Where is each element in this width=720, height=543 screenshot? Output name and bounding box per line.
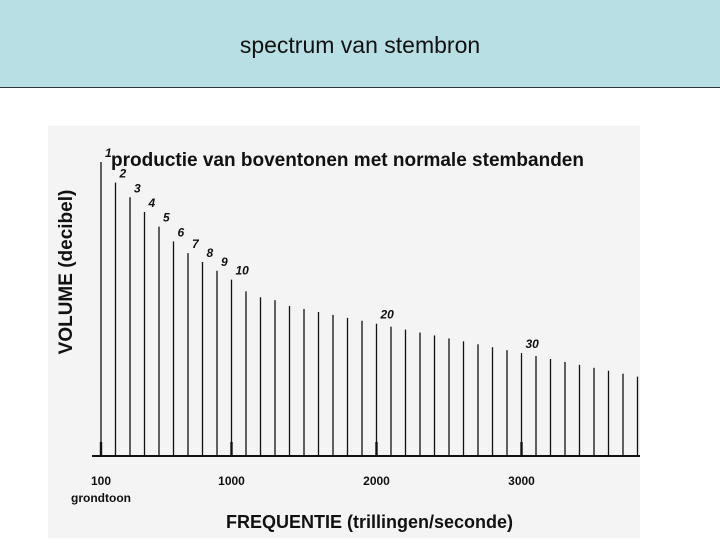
harmonic-number-label: 20 bbox=[380, 308, 395, 322]
harmonic-number-label: 3 bbox=[134, 181, 141, 195]
x-tick-label: 1000 bbox=[218, 474, 245, 488]
x-tick-label: 100 bbox=[91, 474, 111, 488]
harmonic-number-label: 4 bbox=[148, 196, 156, 210]
harmonic-number-label: 5 bbox=[163, 211, 170, 225]
harmonic-number-label: 1 bbox=[105, 146, 112, 160]
harmonic-number-label: 7 bbox=[192, 237, 200, 251]
harmonic-number-label: 30 bbox=[526, 337, 540, 351]
harmonic-number-label: 8 bbox=[207, 246, 214, 260]
x-tick-sublabel: grondtoon bbox=[71, 491, 131, 505]
x-tick-label: 3000 bbox=[508, 474, 535, 488]
harmonic-number-label: 2 bbox=[119, 167, 127, 181]
y-axis-label: VOLUME (decibel) bbox=[56, 190, 77, 355]
x-axis-label: FREQUENTIE (trillingen/seconde) bbox=[226, 512, 513, 532]
harmonic-number-label: 9 bbox=[221, 255, 228, 269]
slide-title: spectrum van stembron bbox=[239, 32, 481, 58]
x-tick-label: 2000 bbox=[363, 474, 390, 488]
harmonic-number-label: 10 bbox=[236, 264, 250, 278]
chart-panel: productie van boventonen met normale ste… bbox=[48, 126, 640, 538]
bars-layer bbox=[100, 162, 639, 456]
harmonic-number-label: 6 bbox=[178, 225, 185, 239]
ticks-layer: 100 grondtoon 1000 2000 3000 bbox=[71, 442, 535, 505]
chart-title: productie van boventonen met normale ste… bbox=[111, 150, 584, 171]
spectrum-chart: productie van boventonen met normale ste… bbox=[56, 146, 640, 532]
title-bar: spectrum van stembron bbox=[0, 0, 720, 88]
